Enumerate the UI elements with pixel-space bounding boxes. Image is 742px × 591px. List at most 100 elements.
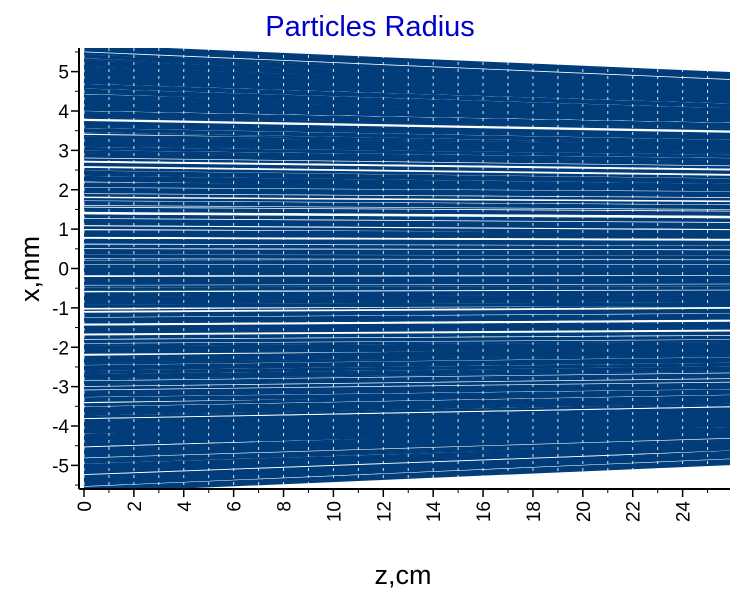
trajectory-line bbox=[83, 153, 730, 164]
trajectory-line bbox=[83, 390, 730, 400]
trajectory-line bbox=[83, 249, 730, 253]
trajectory-line bbox=[83, 377, 730, 387]
trajectory-line bbox=[83, 176, 730, 187]
trajectory-line bbox=[83, 201, 730, 207]
trajectory-line bbox=[83, 191, 730, 198]
trajectory-line bbox=[83, 62, 730, 88]
trajectory-line bbox=[83, 323, 730, 329]
trajectory-line bbox=[83, 221, 730, 227]
trajectory-line bbox=[83, 92, 730, 110]
trajectory-line bbox=[83, 125, 730, 140]
trajectory-line bbox=[83, 450, 730, 481]
trajectory-line bbox=[83, 190, 730, 197]
trajectory-line bbox=[83, 96, 730, 116]
trajectory-line bbox=[83, 193, 730, 200]
trajectory-line bbox=[83, 292, 730, 295]
trajectory-line bbox=[83, 421, 730, 439]
trajectory-line bbox=[83, 276, 730, 280]
trajectory-line bbox=[83, 122, 730, 136]
trajectory-line bbox=[83, 418, 730, 436]
trajectory-line bbox=[83, 382, 730, 393]
trajectory-line bbox=[83, 436, 730, 458]
trajectory-line bbox=[83, 111, 730, 125]
trajectory-line bbox=[83, 324, 730, 330]
trajectory-line bbox=[83, 137, 730, 148]
trajectory-line bbox=[83, 327, 730, 334]
trajectory-line bbox=[83, 278, 730, 282]
trajectory-line bbox=[83, 361, 730, 371]
trajectory-line bbox=[83, 215, 730, 221]
trajectory-line bbox=[83, 150, 730, 160]
trajectory-line bbox=[83, 84, 730, 106]
y-axis-label: x,mm bbox=[15, 236, 45, 302]
y-tick-label: 5 bbox=[58, 63, 69, 84]
trajectory-line bbox=[83, 335, 730, 342]
trajectory-line bbox=[83, 339, 730, 347]
trajectory-line bbox=[83, 440, 730, 462]
trajectory-line bbox=[83, 222, 730, 230]
trajectory-line bbox=[83, 94, 730, 112]
trajectory-line bbox=[83, 108, 730, 123]
trajectory-line bbox=[83, 347, 730, 353]
x-tick-label: 12 bbox=[374, 501, 395, 522]
trajectory-line bbox=[83, 158, 730, 169]
trajectory-band bbox=[83, 305, 730, 324]
trajectory-line bbox=[83, 284, 730, 288]
trajectory-band bbox=[83, 260, 730, 276]
trajectory-line bbox=[83, 129, 730, 144]
y-tick-label: 3 bbox=[58, 141, 69, 162]
trajectory-line bbox=[83, 404, 730, 419]
trajectory-line bbox=[83, 106, 730, 120]
trajectory-line bbox=[83, 397, 730, 411]
trajectory-line bbox=[83, 125, 730, 139]
trajectory-line bbox=[83, 230, 730, 235]
trajectory-line bbox=[83, 288, 730, 291]
trajectory-line bbox=[83, 311, 730, 318]
trajectory-line bbox=[83, 48, 730, 77]
trajectory-line bbox=[83, 112, 730, 127]
trajectory-line bbox=[83, 443, 730, 469]
trajectory-line bbox=[83, 313, 730, 320]
trajectory-line bbox=[83, 208, 730, 215]
trajectory-line bbox=[83, 344, 730, 350]
trajectory-line bbox=[83, 109, 730, 123]
trajectory-line bbox=[83, 420, 730, 439]
trajectory-line bbox=[83, 256, 730, 260]
trajectory-line bbox=[83, 427, 730, 449]
trajectory-line bbox=[83, 73, 730, 96]
trajectory-line bbox=[83, 366, 730, 377]
trajectory-line bbox=[83, 123, 730, 138]
trajectory-line bbox=[83, 205, 730, 211]
trajectory-line bbox=[83, 107, 730, 122]
trajectory-line bbox=[83, 446, 730, 473]
trajectory-line bbox=[83, 359, 730, 370]
trajectory-band bbox=[83, 134, 730, 159]
trajectory-line bbox=[83, 396, 730, 410]
trajectory-line bbox=[83, 387, 730, 397]
trajectory-line bbox=[83, 297, 730, 301]
trajectory-band bbox=[83, 450, 730, 489]
trajectory-line bbox=[83, 326, 730, 332]
trajectory-line bbox=[83, 393, 730, 407]
x-tick-label: 6 bbox=[225, 501, 246, 512]
trajectory-band bbox=[83, 275, 730, 291]
trajectory-line bbox=[83, 368, 730, 379]
trajectory-line bbox=[83, 357, 730, 368]
trajectory-line bbox=[83, 304, 730, 308]
x-axis-ticks: 0 2 4 6 8 10 12 14 16 18 20 22 24 bbox=[75, 489, 709, 522]
trajectory-line bbox=[129, 48, 730, 74]
trajectory-line bbox=[83, 296, 730, 300]
x-tick-label: 0 bbox=[75, 501, 96, 512]
trajectory-line bbox=[83, 141, 730, 151]
trajectory-band bbox=[83, 378, 730, 403]
y-tick-label: 0 bbox=[58, 260, 69, 281]
trajectory-line bbox=[83, 373, 730, 384]
trajectory-line bbox=[83, 409, 730, 423]
trajectory-line bbox=[83, 442, 730, 468]
trajectory-line bbox=[83, 315, 730, 322]
trajectory-line bbox=[83, 454, 730, 484]
trajectory-band bbox=[83, 362, 730, 387]
trajectory-line bbox=[83, 448, 730, 474]
trajectory-line bbox=[83, 187, 730, 194]
trajectory-band bbox=[83, 290, 730, 308]
